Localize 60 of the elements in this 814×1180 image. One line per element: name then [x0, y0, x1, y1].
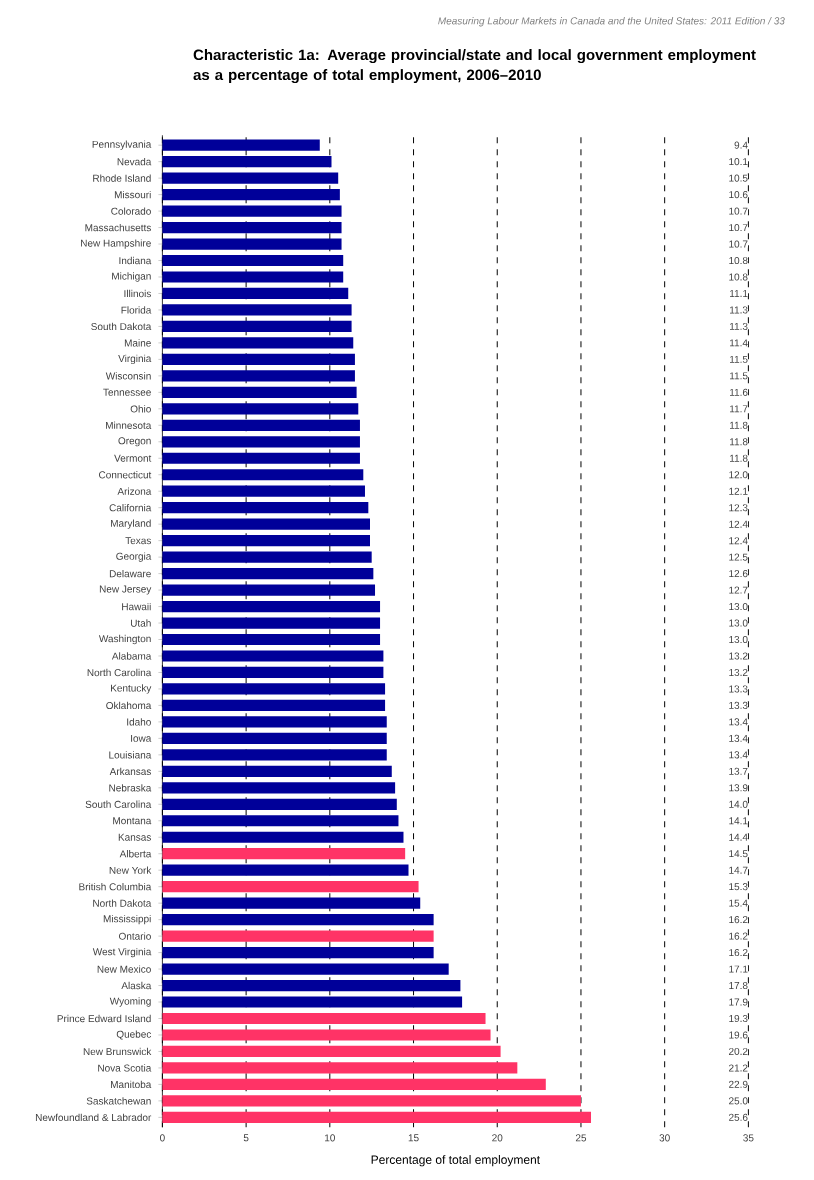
bar: [162, 979, 461, 992]
bar: [162, 749, 387, 761]
bar: [162, 716, 387, 728]
bar: [162, 320, 352, 333]
bar: [162, 831, 404, 843]
bar: [162, 765, 392, 777]
bar: [162, 403, 359, 415]
bar: [162, 666, 384, 679]
bar: [162, 600, 381, 613]
bar: [162, 535, 370, 547]
bar: [162, 567, 374, 580]
bar: [162, 930, 434, 942]
bar: [162, 946, 434, 959]
bar: [162, 485, 365, 497]
bar: [162, 452, 360, 464]
bar: [162, 386, 357, 398]
bar: [162, 1029, 491, 1041]
bar: [162, 617, 381, 629]
bar: [162, 1045, 501, 1058]
bar: [162, 238, 342, 250]
bar: [162, 798, 397, 810]
bar: [162, 1095, 581, 1107]
bar: [162, 502, 369, 514]
bar: [162, 864, 409, 876]
bar: [162, 304, 352, 316]
bar: [162, 436, 360, 448]
bar: [162, 1078, 546, 1091]
bar: [162, 551, 372, 563]
bar: [162, 1012, 486, 1025]
bar: [162, 732, 387, 744]
bar: [162, 139, 320, 151]
bar: [162, 205, 342, 217]
bar: [162, 881, 419, 893]
bar: [162, 650, 384, 662]
bar: [162, 782, 396, 794]
bar: [162, 815, 399, 827]
bar: [162, 963, 449, 975]
bar: [162, 254, 344, 267]
bar: [162, 1062, 518, 1074]
bar: [162, 914, 434, 926]
bar: [162, 271, 344, 283]
bar: [162, 189, 340, 201]
bar: [162, 584, 376, 596]
bar: [162, 897, 421, 909]
bar: [162, 337, 354, 349]
bar: [162, 1111, 591, 1123]
bar: [162, 996, 463, 1008]
bar: [162, 699, 386, 712]
bar: [162, 469, 364, 481]
bar: [162, 353, 355, 365]
bar: [162, 172, 339, 184]
bar: [162, 370, 355, 382]
bar: [162, 419, 360, 431]
bar: [162, 633, 381, 646]
bar: [162, 287, 349, 300]
bar: [162, 848, 406, 860]
bar: [162, 156, 332, 168]
bar: [162, 683, 386, 695]
bar: [162, 518, 370, 530]
bar: [162, 221, 342, 234]
